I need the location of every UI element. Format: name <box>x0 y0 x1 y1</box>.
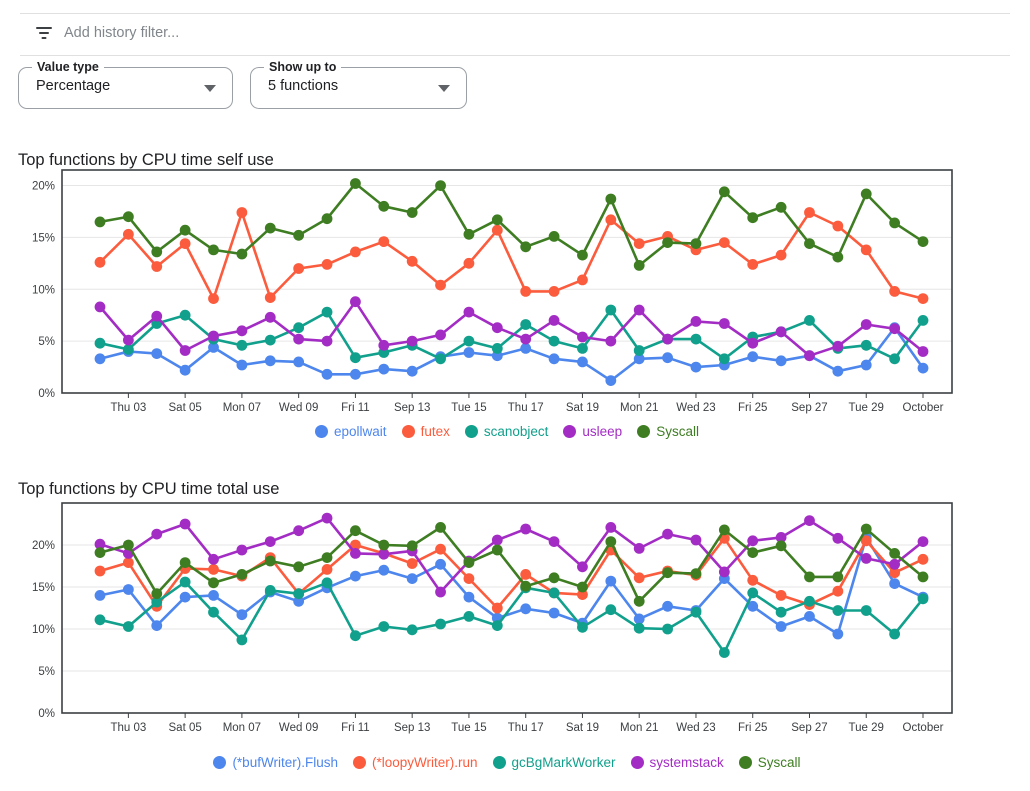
svg-text:10%: 10% <box>32 624 55 636</box>
svg-text:Mon 07: Mon 07 <box>223 402 261 414</box>
svg-text:Wed 09: Wed 09 <box>279 722 318 734</box>
legend-item[interactable]: gcBgMarkWorker <box>492 754 616 770</box>
svg-text:Sep 27: Sep 27 <box>791 402 827 414</box>
legend-item[interactable]: Syscall <box>738 754 801 770</box>
legend-dot <box>315 424 329 438</box>
svg-text:Mon 07: Mon 07 <box>223 722 261 734</box>
svg-text:10%: 10% <box>32 284 55 296</box>
legend-label: futex <box>420 423 450 439</box>
svg-text:Sep 13: Sep 13 <box>394 722 430 734</box>
svg-text:Thu 03: Thu 03 <box>110 402 146 414</box>
history-filter-bar[interactable]: Add history filter... <box>0 14 1030 54</box>
legend-dot <box>352 755 366 769</box>
value-type-select[interactable]: Value type Percentage <box>18 60 233 109</box>
svg-text:Mon 21: Mon 21 <box>620 722 658 734</box>
legend-dot <box>464 424 478 438</box>
svg-text:Thu 03: Thu 03 <box>110 722 146 734</box>
legend-dot <box>401 424 415 438</box>
svg-text:Fri 25: Fri 25 <box>738 722 767 734</box>
svg-text:Sat 19: Sat 19 <box>566 402 599 414</box>
chevron-down-icon <box>204 85 216 92</box>
legend-label: gcBgMarkWorker <box>511 754 616 770</box>
svg-text:Sat 05: Sat 05 <box>169 402 202 414</box>
legend-label: (*loopyWriter).run <box>371 754 478 770</box>
legend-label: usleep <box>582 423 623 439</box>
legend-dot <box>738 755 752 769</box>
legend-item[interactable]: Syscall <box>637 424 699 439</box>
svg-text:Sat 05: Sat 05 <box>169 722 202 734</box>
svg-text:Fri 11: Fri 11 <box>341 722 370 734</box>
svg-text:Fri 25: Fri 25 <box>738 402 767 414</box>
history-filter-input[interactable]: Add history filter... <box>64 25 180 41</box>
legend-item[interactable]: usleep <box>563 424 622 439</box>
svg-text:15%: 15% <box>32 232 55 244</box>
svg-text:0%: 0% <box>38 388 55 400</box>
legend-item[interactable]: (*loopyWriter).run <box>352 754 478 770</box>
cpu-self-chart-legend: epollwait futex scanobject usleep Syscall <box>62 422 952 440</box>
legend-dot <box>213 755 227 769</box>
legend-item[interactable]: futex <box>401 423 450 439</box>
legend-dot <box>637 424 651 438</box>
svg-text:October: October <box>903 722 944 734</box>
svg-text:20%: 20% <box>32 540 55 552</box>
cpu-self-use-chart[interactable]: 0% 5% 10% 15% 20% Thu 03 Sat 05 Mon 07 Wed 09 Fri… <box>0 166 1030 418</box>
svg-text:5%: 5% <box>38 666 55 678</box>
value-type-label: Value type <box>32 60 104 74</box>
svg-text:15%: 15% <box>32 582 55 594</box>
show-up-to-select[interactable]: Show up to 5 functions <box>250 60 467 109</box>
legend-item[interactable]: scanobject <box>464 423 549 439</box>
svg-text:Mon 21: Mon 21 <box>620 402 658 414</box>
svg-text:Thu 17: Thu 17 <box>508 402 544 414</box>
legend-label: systemstack <box>649 754 724 770</box>
svg-text:Fri 11: Fri 11 <box>341 402 370 414</box>
cpu-total-chart-legend: (*bufWriter).Flush (*loopyWriter).run gcBg… <box>62 753 952 771</box>
legend-item[interactable]: systemstack <box>630 754 724 770</box>
chevron-down-icon <box>438 85 450 92</box>
svg-text:Tue 29: Tue 29 <box>849 722 884 734</box>
svg-text:Tue 15: Tue 15 <box>451 722 486 734</box>
legend-item[interactable]: (*bufWriter).Flush <box>213 755 338 770</box>
svg-text:20%: 20% <box>32 181 55 193</box>
legend-item[interactable]: epollwait <box>315 424 387 439</box>
legend-label: (*bufWriter).Flush <box>232 754 338 770</box>
svg-text:5%: 5% <box>38 336 55 348</box>
divider-top <box>20 13 1010 14</box>
svg-text:Tue 29: Tue 29 <box>849 402 884 414</box>
divider-filter <box>20 55 1010 56</box>
show-up-to-value: 5 functions <box>268 78 339 94</box>
svg-text:Sep 13: Sep 13 <box>394 402 430 414</box>
cpu-total-chart-title: Top functions by CPU time total use <box>18 479 280 498</box>
legend-label: Syscall <box>757 754 801 770</box>
value-type-value: Percentage <box>36 78 111 94</box>
svg-text:Sat 19: Sat 19 <box>566 722 599 734</box>
legend-label: epollwait <box>334 423 387 439</box>
filter-list-icon <box>36 27 52 39</box>
legend-label: scanobject <box>483 423 549 439</box>
show-up-to-label: Show up to <box>264 60 342 74</box>
svg-text:Thu 17: Thu 17 <box>508 722 544 734</box>
svg-text:Tue 15: Tue 15 <box>451 402 486 414</box>
svg-text:October: October <box>903 402 944 414</box>
svg-text:Wed 09: Wed 09 <box>279 402 318 414</box>
svg-text:Wed 23: Wed 23 <box>676 722 715 734</box>
legend-label: Syscall <box>656 423 699 439</box>
cpu-total-use-chart[interactable]: 0% 5% 10% 15% 20% Thu 03 Sat 05 Mon 07 Wed 09 Fri… <box>0 498 1030 748</box>
svg-text:0%: 0% <box>38 708 55 720</box>
legend-dot <box>492 755 506 769</box>
legend-dot <box>630 755 644 769</box>
legend-dot <box>563 424 577 438</box>
svg-text:Wed 23: Wed 23 <box>676 402 715 414</box>
cpu-self-chart-title: Top functions by CPU time self use <box>18 150 274 169</box>
svg-text:Sep 27: Sep 27 <box>791 722 827 734</box>
